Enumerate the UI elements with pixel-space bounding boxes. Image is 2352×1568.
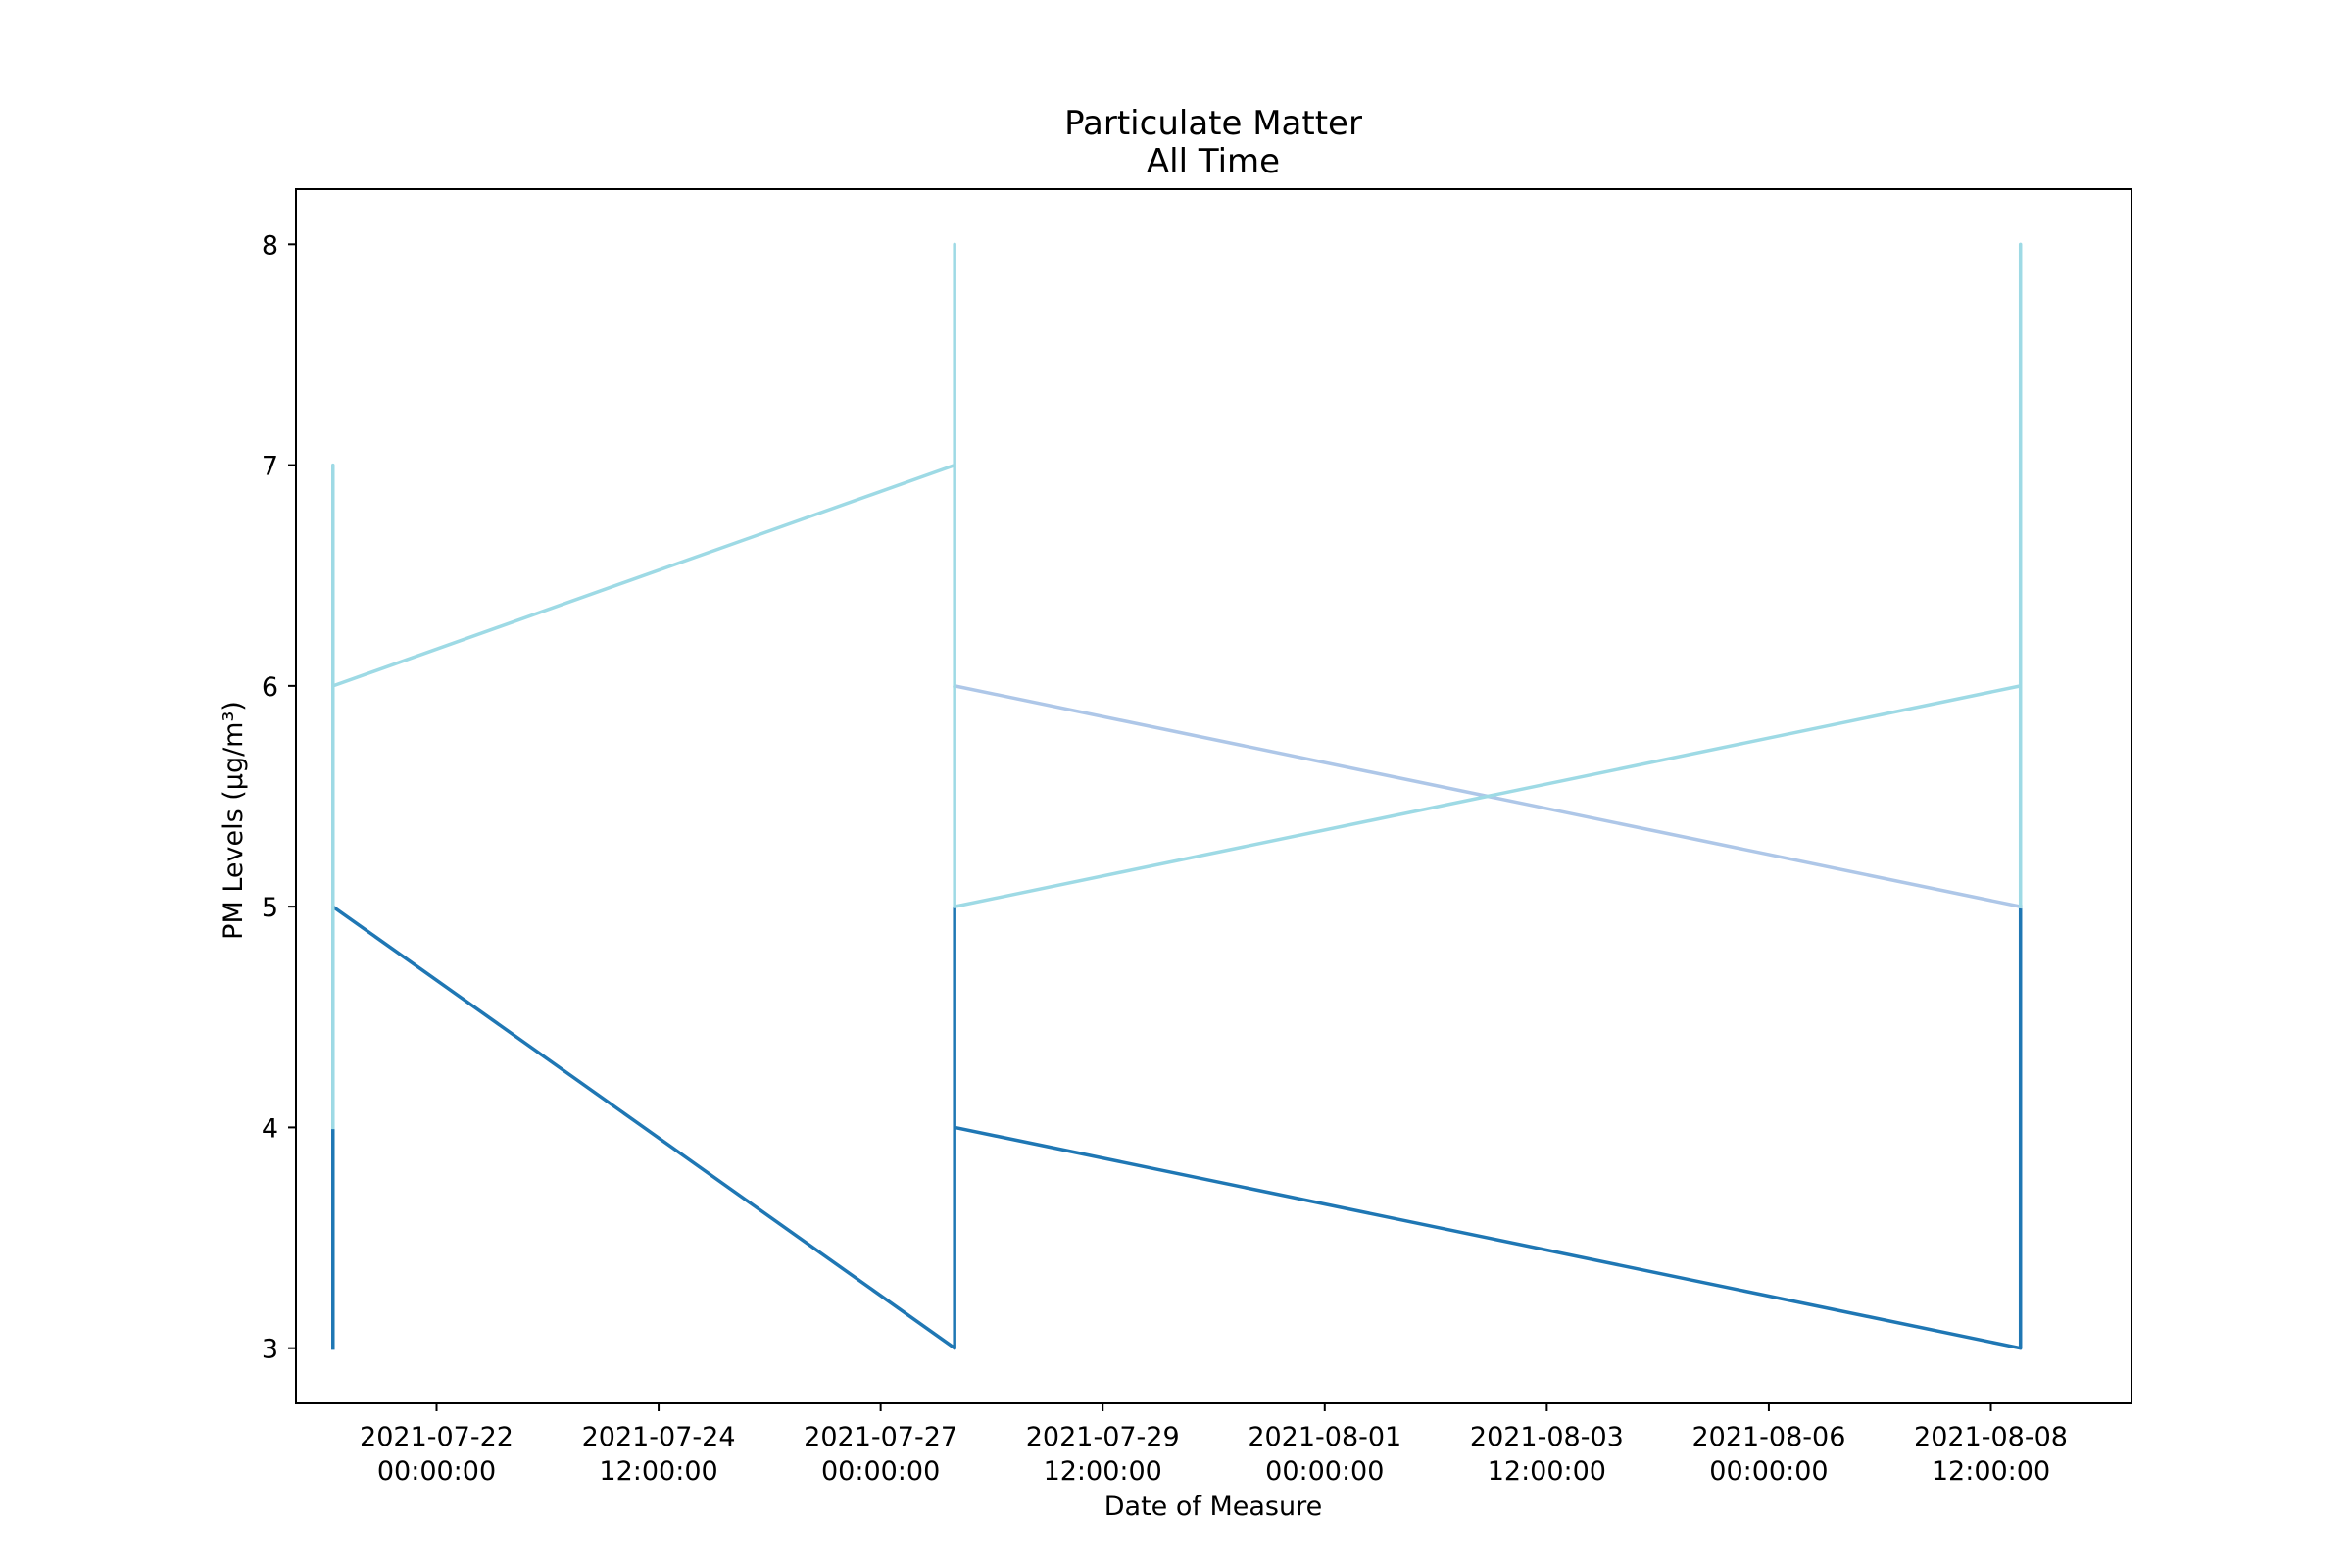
x-tick-label-time: 00:00:00 <box>1265 1456 1384 1487</box>
chart-title: Particulate Matter <box>1064 104 1362 143</box>
y-tick-label: 7 <box>262 452 278 482</box>
y-tick-label: 8 <box>262 230 278 261</box>
y-tick-label: 3 <box>262 1335 278 1365</box>
x-tick-label-time: 00:00:00 <box>1709 1456 1828 1487</box>
x-tick-label-date: 2021-07-24 <box>582 1422 736 1452</box>
x-tick-label-time: 12:00:00 <box>1932 1456 2050 1487</box>
y-tick-label: 5 <box>262 893 278 923</box>
x-tick-label-date: 2021-08-03 <box>1470 1422 1624 1452</box>
series-line-1 <box>331 905 2023 1350</box>
plot-area <box>331 242 2023 1350</box>
chart-subtitle: All Time <box>1147 142 1280 181</box>
x-tick-label-date: 2021-08-08 <box>1914 1422 2068 1452</box>
x-tick-label-time: 12:00:00 <box>1044 1456 1162 1487</box>
x-tick-label-date: 2021-07-27 <box>804 1422 957 1452</box>
y-tick-label: 6 <box>262 672 278 703</box>
plot-frame <box>295 188 2132 1404</box>
x-tick-label-date: 2021-08-06 <box>1691 1422 1845 1452</box>
series-line-3 <box>331 242 2023 1130</box>
axes: 3 4 5 6 7 8 2021-07-22 00:00:00 2021-07-24 12:00:… <box>262 188 2132 1487</box>
x-tick-label-time: 00:00:00 <box>821 1456 940 1487</box>
x-axis-label: Date of Measure <box>1104 1492 1322 1522</box>
x-tick-label-date: 2021-07-22 <box>360 1422 514 1452</box>
x-tick-label-time: 00:00:00 <box>377 1456 496 1487</box>
y-tick-label: 4 <box>262 1113 278 1144</box>
x-tick-label-date: 2021-08-01 <box>1248 1422 1401 1452</box>
x-tick-label-time: 12:00:00 <box>599 1456 717 1487</box>
x-tick-label-date: 2021-07-29 <box>1026 1422 1180 1452</box>
x-tick-label-time: 12:00:00 <box>1488 1456 1606 1487</box>
y-axis-label: PM Levels (µg/m³) <box>219 701 249 940</box>
